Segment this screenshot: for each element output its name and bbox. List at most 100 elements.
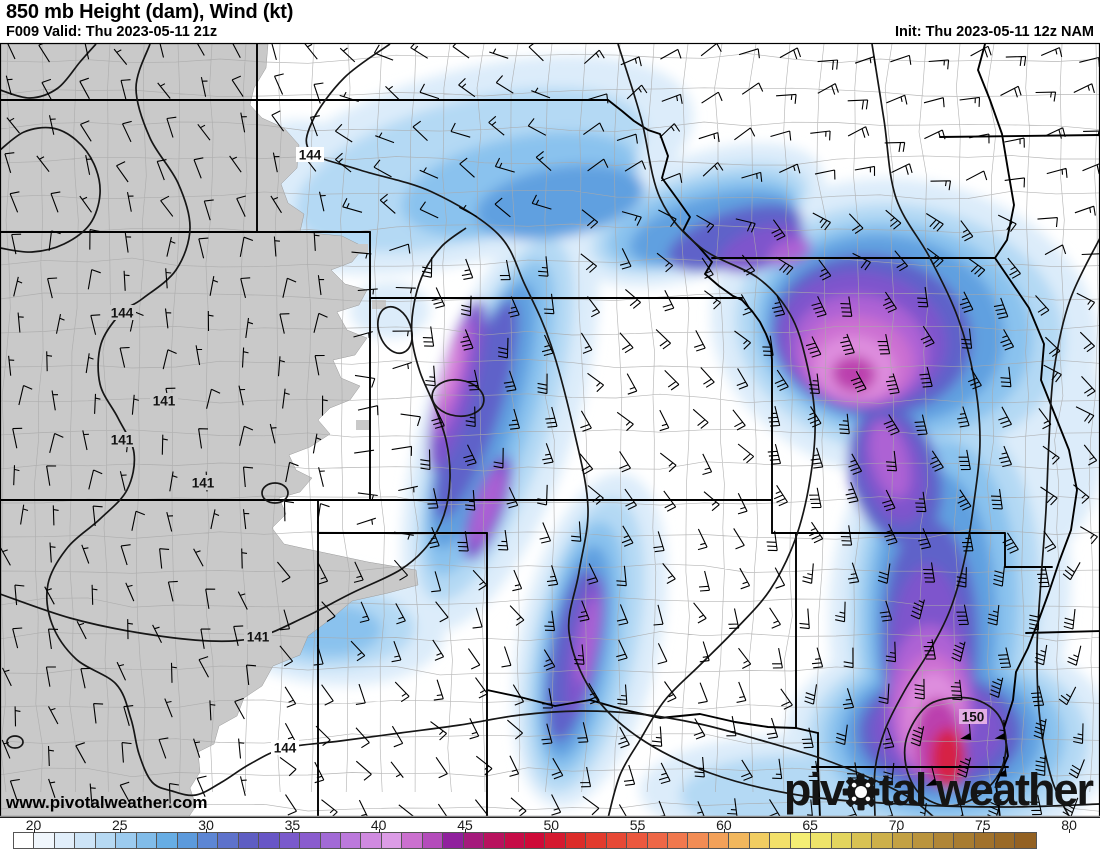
colorbar-tick-label: 70 <box>888 817 905 833</box>
colorbar-cell <box>136 833 158 848</box>
colorbar-tick <box>637 829 639 833</box>
contour-label: 144 <box>108 305 136 321</box>
contour-label: 150 <box>959 709 987 725</box>
colorbar-cell <box>320 833 341 848</box>
logo-text-left: piv <box>783 764 845 815</box>
colorbar-cell <box>75 833 96 848</box>
colorbar-cells <box>13 832 1037 849</box>
colorbar-cell <box>504 833 525 848</box>
colorbar-cell <box>34 833 55 848</box>
colorbar-cell <box>484 833 505 848</box>
colorbar-cell <box>381 833 403 848</box>
colorbar-cell <box>545 833 566 848</box>
colorbar: 20 25 30 35 40 45 50 55 60 65 70 75 80 <box>0 817 1100 850</box>
svg-text:141: 141 <box>192 476 215 491</box>
colorbar-tick <box>292 829 294 833</box>
colorbar-tick <box>551 829 553 833</box>
colorbar-cell <box>14 833 35 848</box>
colorbar-cell <box>524 833 546 848</box>
colorbar-cell <box>177 833 198 848</box>
colorbar-tick-label: 50 <box>543 817 560 833</box>
svg-text:144: 144 <box>299 148 322 163</box>
colorbar-tick-label: 60 <box>716 817 732 833</box>
init-time-label: Init: Thu 2023-05-11 12z NAM <box>894 24 1094 40</box>
colorbar-cell <box>586 833 607 848</box>
colorbar-tick-label: 30 <box>198 817 214 833</box>
logo-text-right: tal weather <box>878 764 1094 815</box>
colorbar-cell <box>259 833 280 848</box>
map-header: 850 mb Height (dam), Wind (kt) F009 Vali… <box>0 0 1100 43</box>
colorbar-cell <box>729 833 750 848</box>
colorbar-tick <box>723 829 725 833</box>
colorbar-tick <box>810 829 812 833</box>
colorbar-cell <box>565 833 587 848</box>
svg-text:144: 144 <box>274 741 297 756</box>
contour-label: 141 <box>189 475 217 491</box>
svg-text:141: 141 <box>153 394 176 409</box>
colorbar-cell <box>422 833 444 848</box>
colorbar-cell <box>749 833 771 848</box>
contour-label: 144 <box>296 147 324 163</box>
colorbar-cell <box>933 833 955 848</box>
colorbar-tick <box>465 829 466 833</box>
colorbar-cell <box>606 833 628 848</box>
contour-label: 141 <box>244 629 272 645</box>
colorbar-cell <box>995 833 1016 848</box>
colorbar-cell <box>851 833 873 848</box>
colorbar-cell <box>668 833 689 848</box>
contour-label: 144 <box>271 740 299 756</box>
colorbar-cell <box>279 833 301 848</box>
colorbar-cell <box>300 833 321 848</box>
gear-icon <box>842 773 880 810</box>
colorbar-tick <box>982 829 984 833</box>
colorbar-cell <box>831 833 852 848</box>
colorbar-cell <box>238 833 260 848</box>
colorbar-tick-label: 40 <box>370 817 387 833</box>
county-lines <box>1 44 1099 812</box>
colorbar-tick <box>378 829 380 833</box>
terrain-mask <box>1 44 419 817</box>
colorbar-cell <box>116 833 137 848</box>
svg-text:141: 141 <box>111 433 134 448</box>
colorbar-tick-label: 75 <box>975 817 991 833</box>
colorbar-tick-label: 55 <box>629 817 646 833</box>
colorbar-cell <box>811 833 832 848</box>
wind-speed-shading <box>215 55 1099 817</box>
colorbar-cell <box>708 833 730 848</box>
colorbar-tick-label: 80 <box>1061 817 1077 833</box>
wind-barbs <box>1 44 1099 817</box>
colorbar-cell <box>402 833 423 848</box>
colorbar-tick <box>206 829 208 833</box>
colorbar-tick <box>1069 829 1071 833</box>
colorbar-cell <box>341 833 362 848</box>
colorbar-cell <box>157 833 178 848</box>
pivotal-weather-logo: piv tal weather <box>783 764 1094 815</box>
page-title: 850 mb Height (dam), Wind (kt) <box>6 1 294 23</box>
colorbar-cell <box>218 833 239 848</box>
colorbar-cell <box>913 833 934 848</box>
colorbar-cell <box>54 833 76 848</box>
colorbar-cell <box>197 833 219 848</box>
colorbar-cell <box>463 833 485 848</box>
colorbar-tick <box>119 829 121 833</box>
colorbar-tick-label: 35 <box>284 817 301 833</box>
colorbar-cell <box>647 833 668 848</box>
colorbar-cell <box>361 833 382 848</box>
colorbar-cell <box>954 833 975 848</box>
colorbar-cell <box>95 833 117 848</box>
colorbar-cell <box>1015 833 1036 848</box>
colorbar-cell <box>688 833 709 848</box>
colorbar-tick-label: 45 <box>457 817 473 833</box>
contour-label: 141 <box>150 393 178 409</box>
colorbar-cell <box>974 833 995 848</box>
svg-text:144: 144 <box>111 306 134 321</box>
valid-time-label: F009 Valid: Thu 2023-05-11 21z <box>6 24 218 40</box>
colorbar-cell <box>770 833 791 848</box>
colorbar-cell <box>892 833 914 848</box>
colorbar-cell <box>790 833 812 848</box>
height-contours <box>1 44 1099 817</box>
colorbar-tick-label: 20 <box>25 817 42 833</box>
colorbar-tick-label: 25 <box>112 817 128 833</box>
